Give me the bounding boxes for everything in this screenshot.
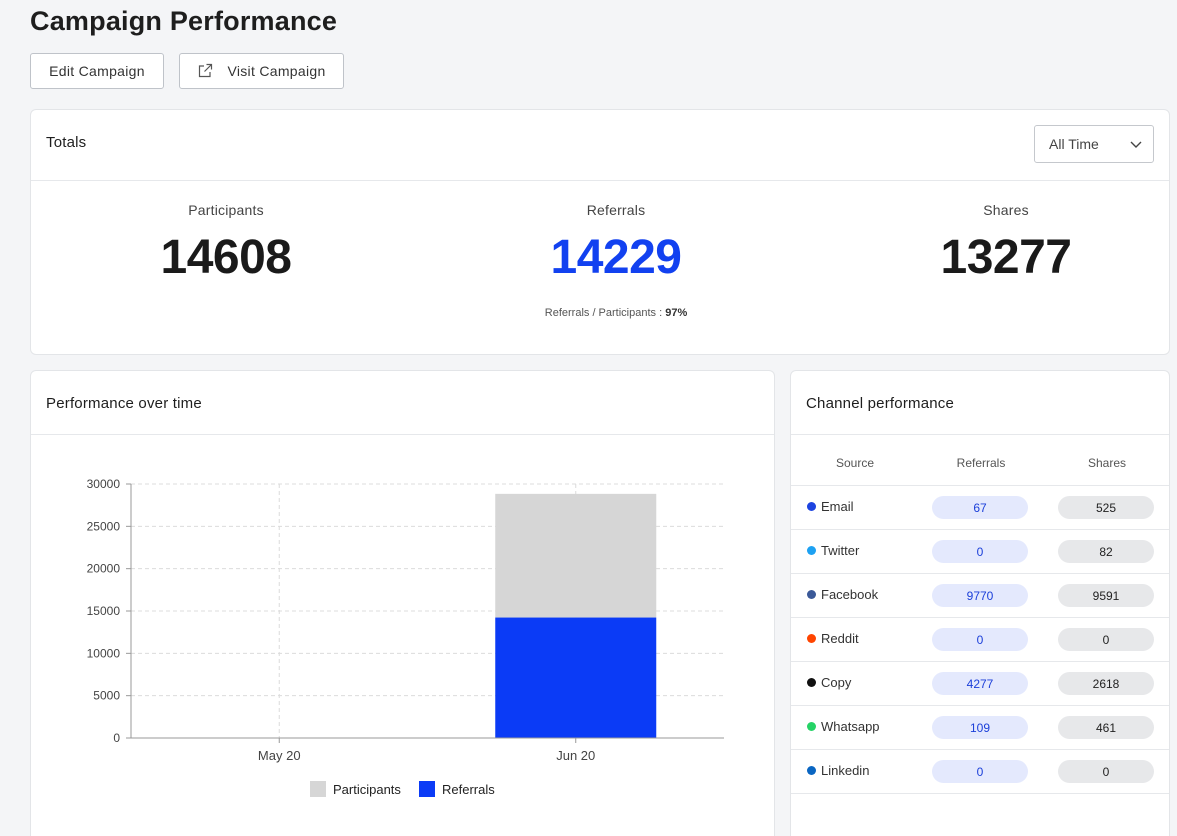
header-referrals: Referrals (956, 456, 1006, 470)
channel-shares-badge: 0 (1058, 760, 1154, 783)
legend-label-participants: Participants (333, 782, 401, 797)
channel-shares-badge: 525 (1058, 496, 1154, 519)
channel-dot-icon (807, 678, 816, 687)
channel-referrals-badge: 0 (932, 760, 1028, 783)
legend-swatch-participants (310, 781, 326, 797)
table-row: Copy 4277 2618 (791, 662, 1169, 706)
referral-ratio-value: 97% (665, 307, 688, 319)
y-tick-label: 20000 (87, 562, 121, 576)
channel-shares-badge: 0 (1058, 628, 1154, 651)
performance-chart: 0 5000 10000 15000 20000 25000 30000 May 20 Jun … (87, 477, 724, 797)
channel-shares-badge: 2618 (1058, 672, 1154, 695)
channel-shares-badge: 82 (1058, 540, 1154, 563)
referral-ratio: Referrals / Participants : 97% (466, 307, 766, 319)
participants-label: Participants (188, 202, 264, 218)
referrals-value: 14229 (550, 231, 682, 284)
legend-swatch-referrals (419, 781, 435, 797)
y-tick-label: 10000 (87, 646, 121, 660)
channel-dot-icon (807, 502, 816, 511)
channel-table: Source Referrals Shares Email 67 525 Twitte… (791, 435, 1169, 794)
y-tick-label: 30000 (87, 477, 121, 491)
header-shares: Shares (1087, 456, 1127, 470)
totals-header: Totals All Time (31, 110, 1169, 181)
referral-ratio-label: Referrals / Participants : (544, 307, 666, 319)
channel-shares-badge: 9591 (1058, 584, 1154, 607)
channel-referrals-badge: 4277 (932, 672, 1028, 695)
channel-source: Whatsapp (807, 719, 880, 734)
channel-source-label: Twitter (821, 543, 860, 558)
participants-stat: Participants 14608 (76, 202, 376, 285)
table-row: Email 67 525 (791, 486, 1169, 530)
y-tick-label: 0 (113, 731, 120, 745)
table-row: Facebook 9770 9591 (791, 574, 1169, 618)
y-tick-label: 25000 (87, 519, 121, 533)
channel-source-label: Whatsapp (821, 719, 880, 734)
channel-source: Twitter (807, 543, 859, 558)
channel-source-label: Facebook (821, 587, 879, 602)
channel-referrals-badge: 9770 (932, 584, 1028, 607)
channel-source: Linkedin (807, 763, 869, 778)
external-link-icon (199, 63, 213, 78)
channel-source: Reddit (807, 631, 859, 646)
channel-source-label: Linkedin (821, 763, 870, 778)
page-title: Campaign Performance (30, 6, 338, 36)
bar-participants (495, 493, 657, 618)
channel-source-label: Reddit (821, 631, 859, 646)
chevron-down-icon (1130, 141, 1142, 148)
channel-table-header: Source Referrals Shares (791, 435, 1169, 486)
x-tick-label: Jun 20 (556, 748, 595, 763)
channel-referrals-badge: 67 (932, 496, 1028, 519)
table-row: Reddit 0 0 (791, 618, 1169, 662)
channel-shares-badge: 461 (1058, 716, 1154, 739)
performance-title: Performance over time (46, 395, 202, 412)
performance-card: Performance over time 0 5000 10000 15000 200… (30, 370, 775, 836)
channel-source: Copy (807, 675, 851, 690)
shares-stat: Shares 13277 (856, 202, 1156, 285)
referrals-label: Referrals (586, 202, 646, 218)
referrals-stat: Referrals 14229 (466, 202, 766, 285)
channel-source-label: Copy (821, 675, 852, 690)
shares-value: 13277 (940, 231, 1072, 284)
legend-label-referrals: Referrals (442, 782, 495, 797)
edit-campaign-button[interactable]: Edit Campaign (30, 53, 164, 89)
y-tick-label: 15000 (87, 604, 121, 618)
channel-dot-icon (807, 766, 816, 775)
channel-dot-icon (807, 590, 816, 599)
table-row: Linkedin 0 0 (791, 750, 1169, 794)
channel-referrals-badge: 0 (932, 540, 1028, 563)
visit-campaign-button[interactable]: Visit Campaign (179, 53, 344, 89)
bar-referrals (495, 617, 657, 738)
channel-source-label: Email (821, 499, 854, 514)
participants-value: 14608 (160, 231, 292, 284)
channel-header: Channel performance (791, 371, 1169, 435)
period-select-value: All Time (1049, 136, 1099, 152)
channel-referrals-badge: 109 (932, 716, 1028, 739)
performance-header: Performance over time (31, 371, 774, 435)
table-row: Twitter 0 82 (791, 530, 1169, 574)
visit-campaign-label: Visit Campaign (227, 63, 326, 79)
channel-dot-icon (807, 546, 816, 555)
totals-title: Totals (46, 134, 87, 151)
channel-dot-icon (807, 634, 816, 643)
header-source: Source (835, 456, 875, 470)
channel-source: Email (807, 499, 854, 514)
y-tick-label: 5000 (93, 689, 120, 703)
totals-card: Totals All Time Participants 14608 Refer… (30, 109, 1170, 355)
period-select[interactable]: All Time (1034, 125, 1154, 163)
channel-source: Facebook (807, 587, 878, 602)
x-tick-label: May 20 (258, 748, 301, 763)
table-row: Whatsapp 109 461 (791, 706, 1169, 750)
channel-referrals-badge: 0 (932, 628, 1028, 651)
channel-dot-icon (807, 722, 816, 731)
edit-campaign-label: Edit Campaign (49, 63, 145, 79)
channel-title: Channel performance (806, 395, 955, 412)
shares-label: Shares (983, 202, 1029, 218)
channel-card: Channel performance Source Referrals Sha… (790, 370, 1170, 836)
